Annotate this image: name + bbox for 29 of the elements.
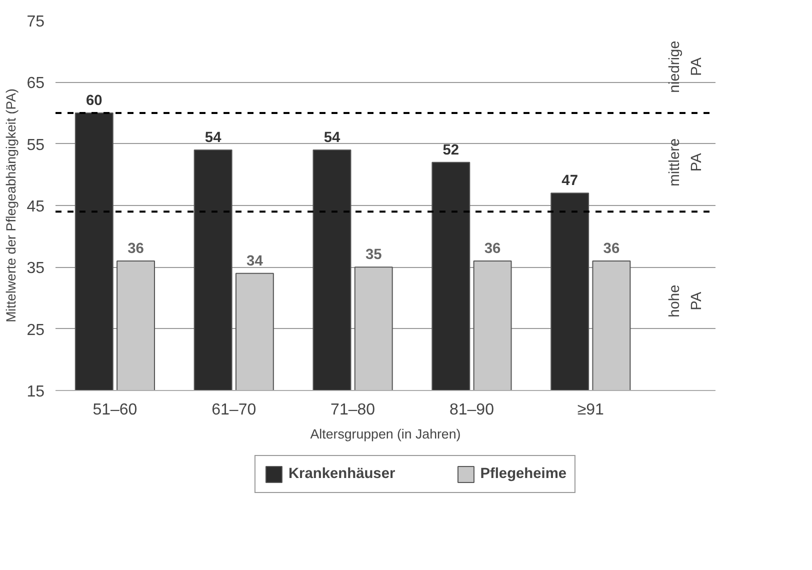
data-label: 52: [442, 142, 460, 158]
annotation: niedrige PA: [667, 40, 706, 93]
data-label: 36: [603, 241, 620, 257]
y-tick-label: 55: [26, 136, 45, 154]
y-tick-label: 25: [26, 322, 45, 339]
x-tick-label: 81–90: [449, 402, 494, 418]
annotation: mittlere PA: [667, 138, 706, 186]
data-label: 47: [562, 173, 578, 190]
data-label: 54: [204, 130, 222, 146]
data-label: 60: [86, 93, 102, 109]
data-label: 35: [365, 247, 382, 264]
data-label: 36: [484, 241, 501, 257]
x-axis-title: Altersgruppen (in Jahren): [310, 426, 461, 442]
y-tick-label: 35: [26, 260, 45, 278]
legend-label: Krankenhäuser: [288, 466, 396, 482]
x-tick-label: 71–80: [330, 402, 376, 418]
legend-label: Pflegeheime: [480, 466, 567, 482]
y-tick-label: 65: [26, 75, 45, 92]
data-label: 36: [128, 241, 144, 257]
y-axis-title: Mittelwerte der Pflegeabhängigkeit (PA): [4, 88, 19, 322]
annotation: hohe PA: [667, 284, 706, 318]
data-label: 34: [246, 253, 264, 270]
x-tick-label: ≥91: [577, 402, 604, 418]
x-tick-label: 61–70: [212, 402, 256, 418]
y-tick-label: 45: [26, 198, 45, 216]
y-tick-label: 75: [26, 14, 45, 30]
data-label: 54: [324, 130, 341, 146]
x-tick-label: 51–60: [92, 402, 138, 418]
y-tick-label: 15: [26, 384, 45, 400]
